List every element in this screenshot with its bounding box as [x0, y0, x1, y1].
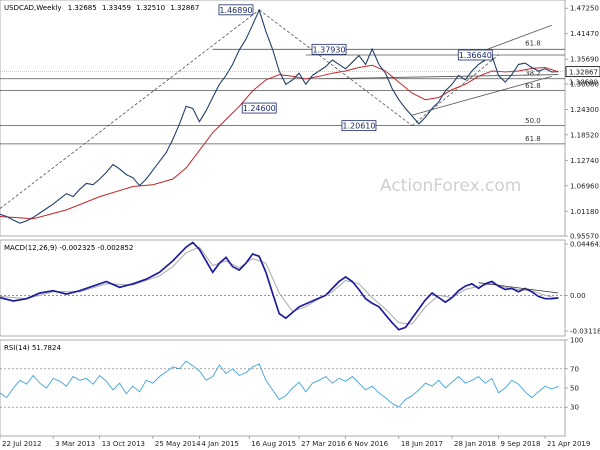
macd-layer: 0.044642 0.00 -0.031183	[0, 241, 600, 336]
price-y-tick-label: 1.12740	[570, 157, 599, 165]
trend-channel-line	[412, 75, 552, 116]
trend-channel-line	[319, 74, 559, 80]
fib-label: 61.8	[525, 135, 541, 143]
price-header-symbol: USDCAD,Weekly 1.32685 1.33459 1.32510 1.…	[4, 4, 199, 12]
price-annotation: 1.37930	[311, 43, 347, 55]
price-header-symbol-text: USDCAD	[4, 4, 34, 12]
x-axis-tick-label: 3 Mar 2013	[55, 440, 95, 448]
dashed-swing-line	[0, 9, 260, 209]
price-header-open: 1.32685	[68, 4, 97, 12]
rsi-line	[0, 360, 559, 408]
price-annotation: 1.20610	[341, 120, 377, 132]
price-annotation-text: 1.46890	[219, 6, 252, 15]
price-y-tick-label: 1.18520	[570, 131, 599, 139]
rsi-y-tick-label: 30	[570, 404, 579, 412]
x-axis-tick-label: 21 Apr 2019	[547, 440, 590, 448]
dashed-swing-line	[258, 9, 413, 126]
price-y-tick-label: 1.01180	[570, 208, 599, 216]
price-annotation-text: 1.24600	[243, 104, 276, 113]
macd-label: MACD(12,26,9) -0.002325 -0.002852	[4, 244, 133, 252]
watermark: ActionForex.com	[380, 176, 521, 196]
macd-trend-line	[478, 282, 559, 294]
level-marker-text: 1.30680	[569, 78, 598, 86]
rsi-y-tick-label: 70	[570, 365, 579, 373]
price-annotation-box	[341, 120, 377, 132]
x-axis-tick-label: 4 Jan 2015	[201, 440, 239, 448]
price-annotation-box	[241, 102, 277, 114]
fib-label: 38.2	[525, 69, 541, 77]
price-annotation-text: 1.36640	[459, 51, 492, 60]
price-annotation-box	[457, 49, 493, 61]
rsi-y-tick-label: 100	[570, 337, 583, 345]
macd-y-tick-label: -0.031183	[570, 328, 600, 336]
fib-label: 50.0	[525, 117, 541, 125]
x-axis-tick-label: 28 Jan 2018	[454, 440, 496, 448]
price-header: USDCAD,Weekly 1.32685 1.33459 1.32510 1.…	[4, 4, 199, 12]
x-axis-tick-label: 13 Oct 2013	[102, 440, 145, 448]
rsi-label: RSI(14) 51.7824	[4, 344, 61, 352]
rsi-layer: 100 70 50 30	[0, 337, 583, 412]
price-header-high: 1.33459	[102, 4, 131, 12]
price-annotation-box	[218, 4, 254, 16]
fib-label: 61.8	[525, 39, 541, 47]
price-panel	[0, 0, 566, 237]
price-layer: 1.47250 1.41470 1.35690 1.30080 1.24300 1.185…	[0, 4, 600, 241]
x-axis-tick-label: 16 Aug 2015	[251, 440, 296, 448]
price-annotation-text: 1.37930	[312, 45, 345, 54]
price-y-tick-label: 1.41470	[570, 30, 599, 38]
price-y-tick-label: 0.95570	[570, 233, 599, 241]
current-price-tag-box	[565, 66, 600, 78]
rsi-y-tick-label: 50	[570, 385, 579, 393]
price-header-close: 1.32867	[170, 4, 199, 12]
dashed-swing-line	[411, 54, 499, 126]
moving-average-line	[0, 64, 559, 220]
macd-y-tick-label: 0.044642	[570, 241, 600, 249]
price-header-low: 1.32510	[136, 4, 165, 12]
price-annotation-box	[311, 43, 347, 55]
x-axis-tick-label: 22 Jul 2012	[2, 440, 42, 448]
price-line	[0, 8, 559, 224]
price-y-tick-label: 1.24300	[570, 106, 599, 114]
price-y-tick-label: 1.35690	[570, 56, 599, 64]
price-annotation: 1.36640	[457, 49, 493, 61]
x-axis: 22 Jul 2012 3 Mar 2013 13 Oct 2013 25 May 2…	[0, 436, 590, 448]
macd-y-tick-label: 0.00	[570, 292, 586, 300]
price-annotation-text: 1.20610	[342, 122, 375, 131]
macd-line	[0, 241, 559, 331]
x-axis-tick-label: 25 May 2014	[155, 440, 201, 448]
x-axis-tick-label: 9 Sep 2018	[501, 440, 541, 448]
price-annotation: 1.24600	[241, 102, 277, 114]
price-header-timeframe-text: Weekly	[36, 4, 61, 12]
current-price-tag-text: 1.32867	[569, 69, 598, 77]
price-y-tick-label: 1.06960	[570, 182, 599, 190]
rsi-panel	[0, 339, 566, 437]
price-annotation: 1.46890	[218, 4, 254, 16]
fib-label: 61.8	[525, 82, 541, 90]
x-axis-tick-label: 18 Jun 2017	[401, 440, 443, 448]
x-axis-tick-label: 27 Mar 2016	[301, 440, 346, 448]
current-price-tag: 1.32867	[565, 66, 600, 78]
price-y-tick-label: 1.47250	[570, 5, 599, 13]
x-axis-tick-label: 6 Nov 2016	[348, 440, 389, 448]
price-y-tick-label: 1.30080	[570, 80, 599, 88]
